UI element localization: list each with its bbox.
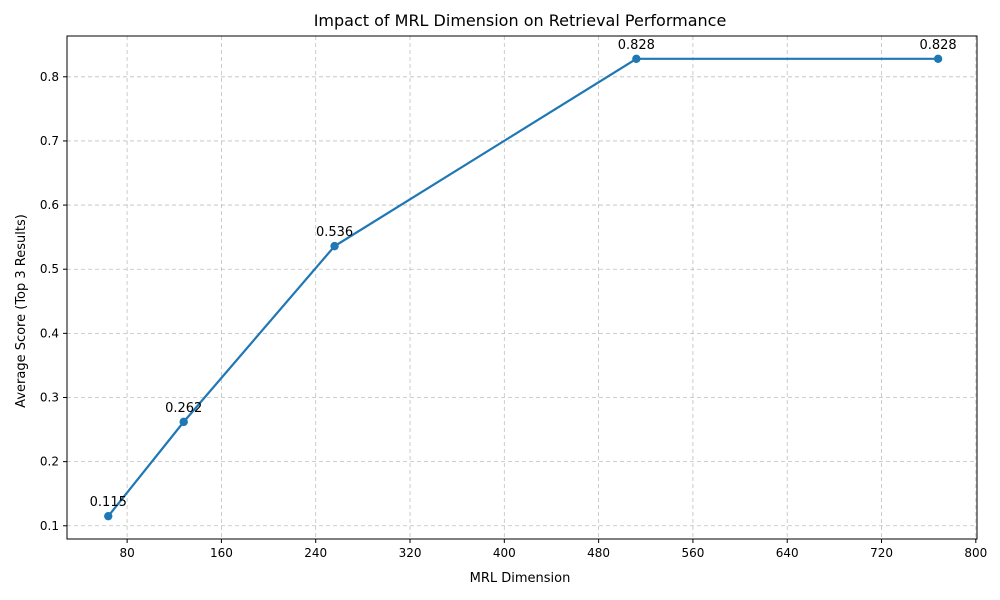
y-axis-label: Average Score (Top 3 Results) xyxy=(14,214,29,408)
data-label: 0.536 xyxy=(316,225,353,240)
chart-title: Impact of MRL Dimension on Retrieval Per… xyxy=(314,11,727,30)
series-line xyxy=(107,57,939,517)
grid-layer xyxy=(67,36,977,539)
series-layer xyxy=(104,54,943,521)
y-tick-label: 0.3 xyxy=(40,391,59,405)
y-tick-label: 0.7 xyxy=(40,134,59,148)
data-labels-layer: 0.115 0.262 0.536 0.828 0.828 xyxy=(90,38,957,510)
axes-layer: 80 160 240 320 400 480 560 640 720 800 0.1 0.2 0.3 0.… xyxy=(40,35,987,560)
x-tick-label: 720 xyxy=(870,546,893,560)
y-tick-label: 0.1 xyxy=(40,519,59,533)
y-tick-label: 0.2 xyxy=(40,455,59,469)
data-label: 0.262 xyxy=(165,401,202,416)
data-label: 0.115 xyxy=(90,495,127,510)
x-tick-label: 80 xyxy=(119,546,134,560)
x-tick-label: 320 xyxy=(399,546,422,560)
data-point xyxy=(179,417,188,427)
x-axis-label: MRL Dimension xyxy=(470,571,571,586)
x-tick-label: 800 xyxy=(964,546,987,560)
data-label: 0.828 xyxy=(919,38,956,53)
y-tick-label: 0.5 xyxy=(40,262,59,276)
data-point xyxy=(330,241,339,251)
x-tick-label: 400 xyxy=(493,546,516,560)
data-point xyxy=(933,54,943,64)
y-tick-label: 0.6 xyxy=(40,198,59,212)
x-tick-label: 560 xyxy=(681,546,704,560)
data-point xyxy=(104,511,113,521)
x-tick-label: 160 xyxy=(210,546,233,560)
y-tick-label: 0.4 xyxy=(40,326,59,340)
data-label: 0.828 xyxy=(618,38,655,53)
y-tick-label: 0.8 xyxy=(40,70,59,84)
plot-frame xyxy=(66,35,978,540)
data-point xyxy=(632,54,641,64)
x-tick-label: 240 xyxy=(304,546,327,560)
x-tick-label: 640 xyxy=(776,546,799,560)
x-tick-label: 480 xyxy=(587,546,610,560)
